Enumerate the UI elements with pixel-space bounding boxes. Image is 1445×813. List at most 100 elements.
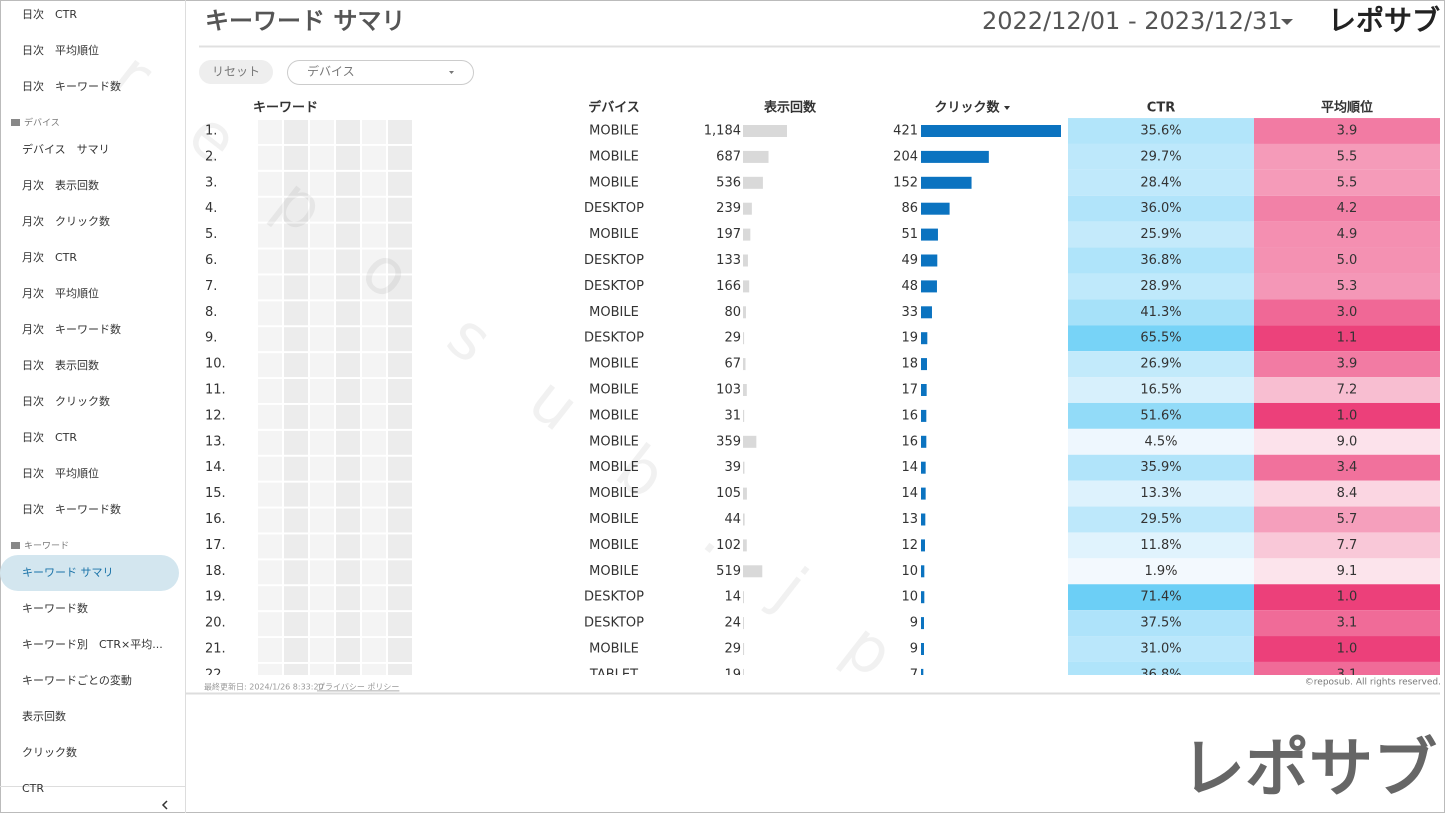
keyword-redacted [336, 430, 360, 455]
ctr: 11.8% [1140, 538, 1181, 553]
nav-item[interactable]: キーワードごとの変動 [22, 673, 132, 687]
keyword-redacted [258, 171, 282, 196]
keyword-redacted [388, 560, 412, 585]
keyword-redacted [284, 223, 308, 248]
keyword-redacted [310, 663, 334, 675]
impressions: 133 [716, 253, 741, 268]
position-cell [1254, 454, 1440, 481]
position: 3.9 [1337, 124, 1358, 139]
collapse-icon[interactable] [161, 800, 168, 810]
clicks: 10 [901, 590, 918, 605]
keyword-redacted [388, 249, 412, 274]
ctr: 37.5% [1140, 616, 1181, 631]
date-range[interactable]: 2022/12/01 - 2023/12/31 [982, 7, 1283, 35]
impressions: 39 [724, 460, 741, 475]
keyword-redacted [362, 430, 386, 455]
keyword-redacted [362, 663, 386, 675]
keyword-redacted [388, 223, 412, 248]
row-number: 8. [205, 305, 217, 320]
keyword-redacted [388, 197, 412, 222]
nav-item[interactable]: 日次 平均順位 [22, 466, 99, 480]
clicks-bar [921, 176, 972, 189]
impressions-bar [743, 539, 747, 552]
impressions: 239 [716, 201, 741, 216]
ctr-cell [1068, 377, 1254, 403]
nav-item[interactable]: キーワード別 CTR×平均... [22, 638, 163, 651]
clicks-bar [921, 202, 950, 215]
device-filter-label: デバイス [307, 64, 355, 79]
keyword-redacted [388, 275, 412, 300]
nav-item[interactable]: 日次 キーワード数 [22, 502, 121, 516]
nav-item[interactable]: キーワード数 [22, 602, 88, 615]
keyword-redacted [284, 534, 308, 559]
sort-icon[interactable] [1004, 106, 1010, 110]
nav-item[interactable]: 月次 表示回数 [22, 178, 99, 192]
keyword-redacted [388, 171, 412, 196]
watermark-large: レポサブ [1181, 733, 1437, 807]
date-dropdown-icon[interactable] [1281, 19, 1293, 25]
keyword-redacted [362, 327, 386, 352]
keyword-redacted [388, 638, 412, 662]
ctr-cell [1068, 247, 1254, 274]
column-header[interactable]: キーワード [253, 101, 318, 116]
keyword-redacted [388, 482, 412, 507]
device: TABLET [589, 667, 638, 682]
position-cell [1254, 143, 1440, 170]
nav-item[interactable]: 日次 キーワード数 [22, 79, 121, 93]
impressions: 105 [716, 486, 741, 501]
keyword-redacted [362, 145, 386, 170]
keyword-redacted [284, 404, 308, 429]
position-cell [1254, 480, 1440, 507]
column-header[interactable]: 表示回数 [763, 100, 817, 116]
nav-item[interactable]: 表示回数 [22, 709, 66, 723]
section-icon [11, 119, 20, 126]
nav-item[interactable]: 月次 CTR [22, 250, 77, 264]
device-filter[interactable] [287, 60, 474, 85]
device: DESKTOP [584, 279, 644, 294]
nav-item[interactable]: 月次 クリック数 [22, 214, 110, 228]
privacy-link[interactable]: プライバシー ポリシー [317, 683, 399, 692]
ctr: 28.4% [1140, 175, 1181, 190]
nav-item[interactable]: 日次 CTR [22, 430, 77, 444]
position-cell [1254, 195, 1440, 222]
nav-item[interactable]: デバイス サマリ [22, 142, 110, 156]
clicks: 13 [901, 512, 918, 527]
keyword-redacted [336, 327, 360, 352]
keyword-redacted [336, 353, 360, 378]
nav-item[interactable]: 日次 CTR [22, 7, 77, 21]
keyword-redacted [336, 482, 360, 507]
device: MOBILE [589, 564, 639, 579]
impressions: 1,184 [704, 124, 741, 139]
reset-button[interactable] [199, 60, 273, 84]
row-number: 2. [205, 149, 217, 164]
nav-item[interactable]: CTR [22, 782, 44, 795]
column-header[interactable]: デバイス [588, 100, 640, 116]
impressions: 197 [716, 227, 741, 242]
nav-item[interactable]: 月次 平均順位 [22, 286, 99, 300]
nav-item[interactable]: 日次 表示回数 [22, 358, 99, 372]
row-number: 1. [205, 124, 217, 139]
nav-item[interactable]: キーワード サマリ [22, 566, 114, 579]
ctr: 36.8% [1140, 667, 1181, 682]
clicks-bar [921, 228, 938, 241]
clicks-bar [921, 487, 926, 500]
nav-item[interactable]: 月次 キーワード数 [22, 322, 121, 336]
row-number: 9. [205, 331, 217, 346]
nav-item[interactable]: クリック数 [22, 746, 77, 759]
keyword-redacted [336, 249, 360, 274]
nav-item[interactable]: 日次 クリック数 [22, 394, 110, 408]
column-header[interactable]: CTR [1147, 101, 1175, 116]
position-cell [1254, 169, 1440, 196]
device: MOBILE [589, 175, 639, 190]
column-header[interactable]: クリック数 [934, 100, 1000, 116]
filter-arrow [449, 71, 454, 74]
column-header[interactable]: 平均順位 [1321, 100, 1373, 116]
keyword-redacted [310, 404, 334, 429]
impressions: 31 [724, 408, 741, 423]
impressions-bar [743, 228, 751, 241]
keyword-redacted [258, 586, 282, 611]
nav-item[interactable]: 日次 平均順位 [22, 43, 99, 57]
clicks: 9 [910, 616, 918, 631]
keyword-redacted [336, 171, 360, 196]
keyword-redacted [310, 612, 334, 637]
